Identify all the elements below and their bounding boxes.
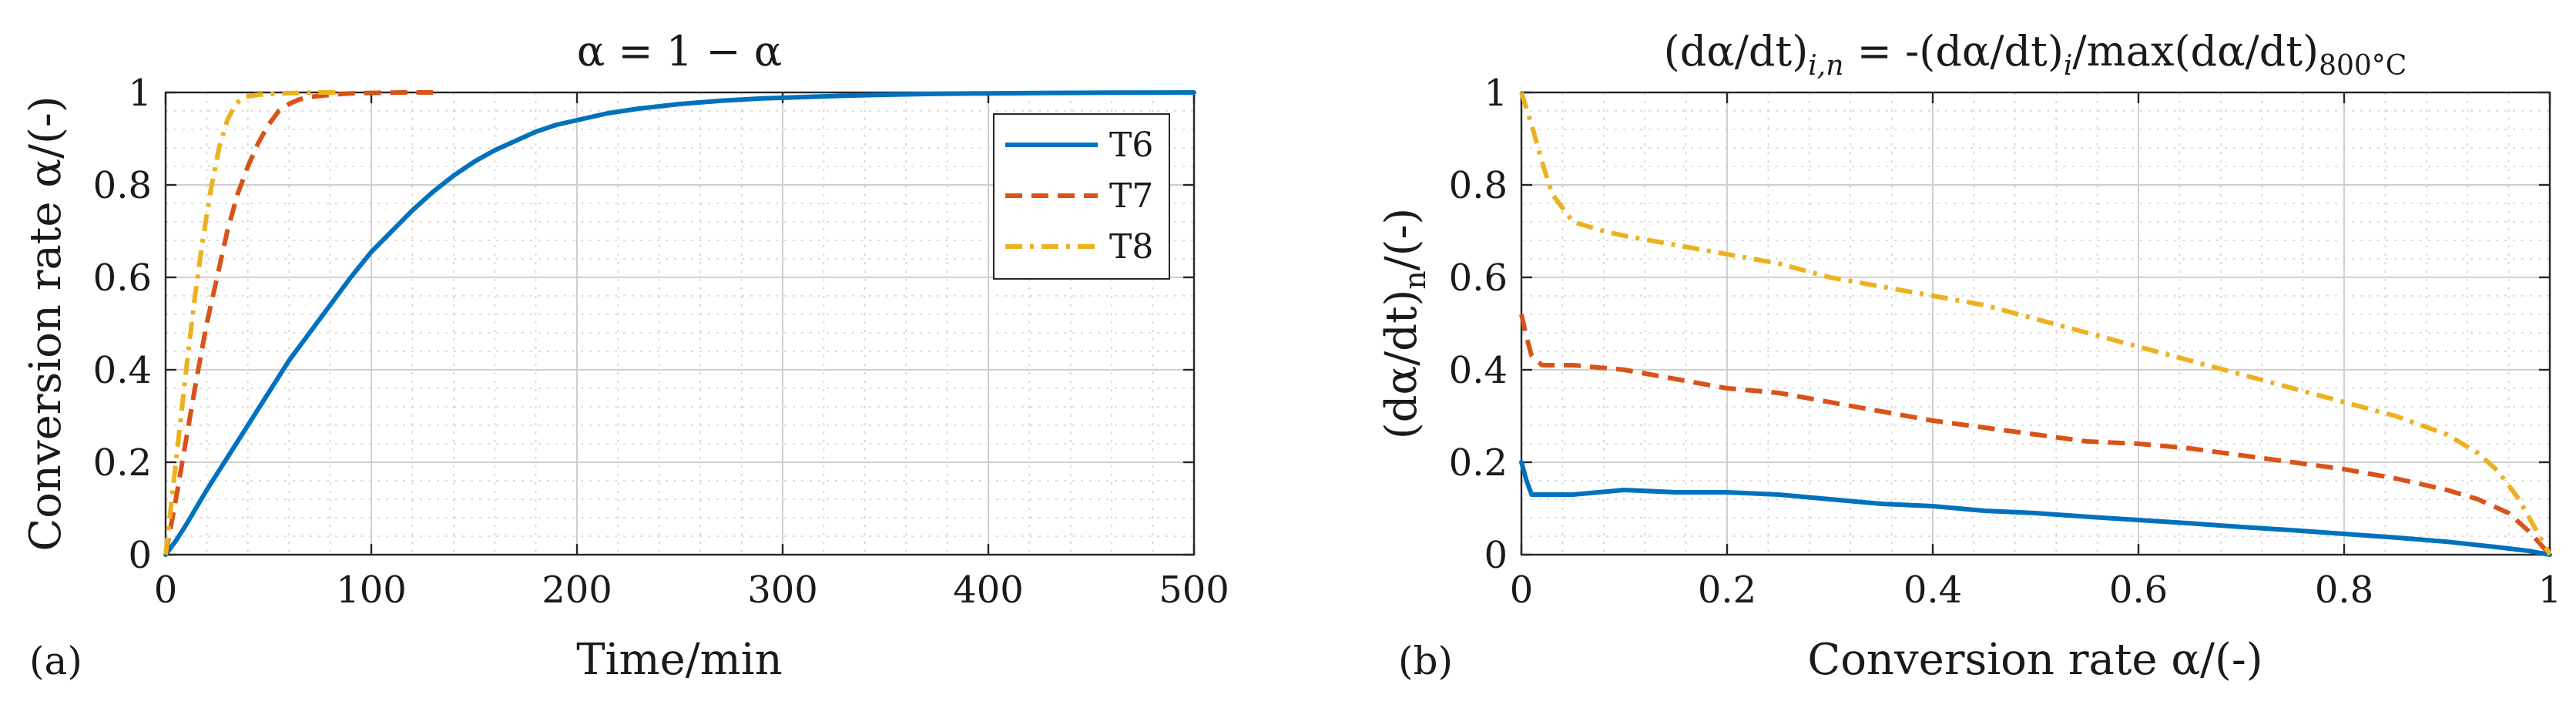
legend-label-t7: T7	[1109, 176, 1153, 216]
y-tick-label: 1	[1484, 72, 1508, 115]
panel-a-axes-box	[164, 91, 1196, 556]
series-line-t6	[1519, 460, 2552, 557]
panel-b: 0 0.2 0.4 0.6 0.8 1 00.20.40.60.81 (dα/dt)i,n…	[1377, 27, 2561, 685]
legend-label-t6: T6	[1109, 126, 1153, 165]
panel-b-label: (b)	[1398, 639, 1453, 683]
series-line-t8	[163, 90, 340, 555]
y-tick-label: 0.8	[93, 164, 152, 207]
x-tick-label: 0	[154, 569, 178, 612]
y-tick-label: 0	[128, 534, 152, 577]
y-tick-label: 0.8	[1449, 164, 1508, 207]
x-tick-label: 200	[542, 569, 612, 612]
x-tick-label: 100	[336, 569, 407, 612]
y-tick-label: 0.4	[93, 349, 152, 392]
y-tick-label: 0.2	[93, 441, 152, 485]
x-tick-label: 500	[1159, 569, 1229, 612]
legend-label-t8: T8	[1109, 227, 1153, 267]
panel-b-y-axis-label-sub: n	[1398, 270, 1432, 289]
panel-b-y-axis-label-tail: /(-)	[1377, 208, 1427, 270]
panel-a-label: (a)	[29, 639, 82, 683]
x-tick-label: 0.2	[1698, 569, 1756, 612]
panel-b-title-mid: = -(dα/dt)	[1843, 27, 2063, 75]
legend: T6 T7 T8	[993, 113, 1170, 280]
x-tick-label: 0.6	[2109, 569, 2168, 612]
y-tick-label: 0	[1484, 534, 1508, 577]
x-tick-label: 0.8	[2315, 569, 2373, 612]
panel-b-series	[1519, 92, 2552, 557]
x-tick-label: 400	[953, 569, 1024, 612]
panel-b-grid	[1521, 92, 2551, 555]
panel-a-title: α = 1 − α	[577, 27, 782, 75]
panel-b-title-rhs-sub: 800°C	[2319, 50, 2407, 82]
x-tick-label: 300	[747, 569, 818, 612]
series-line-t8	[1519, 92, 2552, 556]
panel-a-series	[163, 90, 1196, 557]
panel-a-y-axis-label: Conversion rate α/(-)	[21, 96, 71, 551]
series-line-t6	[163, 90, 1196, 557]
series-line-t7	[163, 90, 434, 555]
panel-a-x-tick-labels: 0 100 200 300 400 500	[154, 569, 1229, 612]
panel-a-x-axis-label: Time/min	[576, 635, 782, 685]
panel-b-y-tick-labels: 0 0.2 0.4 0.6 0.8 1	[1449, 72, 1508, 577]
panel-b-title-lhs: (dα/dt)	[1664, 27, 1809, 75]
y-tick-label: 1	[128, 72, 152, 115]
series-line-t7	[1519, 314, 2552, 556]
panel-b-title-mid-sub: i	[2064, 50, 2073, 82]
panel-b-y-axis-label-base: (dα/dt)	[1377, 290, 1427, 440]
panel-a-y-tick-labels: 0 0.2 0.4 0.6 0.8 1	[93, 72, 152, 577]
y-tick-label: 0.4	[1449, 349, 1508, 392]
y-tick-label: 0.6	[93, 257, 152, 300]
x-tick-label: 0.4	[1903, 569, 1962, 612]
y-tick-label: 0.2	[1449, 441, 1508, 485]
x-tick-label: 1	[2538, 569, 2562, 612]
x-tick-label: 0	[1510, 569, 1534, 612]
legend-box	[993, 113, 1170, 280]
panel-b-x-axis-label: Conversion rate α/(-)	[1807, 635, 2262, 685]
panel-b-y-axis-label: (dα/dt)n/(-)	[1377, 208, 1432, 440]
panel-b-x-tick-labels: 0 0.2 0.4 0.6 0.8 1	[1510, 569, 2562, 612]
panel-b-title-rhs: /max(dα/dt)	[2072, 27, 2319, 75]
y-tick-label: 0.6	[1449, 257, 1508, 300]
panel-b-title: (dα/dt)i,n = -(dα/dt)i/max(dα/dt)800°C	[1664, 27, 2407, 82]
panel-a: 0 100 200 300 400 500 0 0.2 0.4 0.6 0.8 1 α = 1 − …	[21, 27, 1229, 685]
panel-b-title-lhs-sub: i,n	[1808, 50, 1843, 82]
